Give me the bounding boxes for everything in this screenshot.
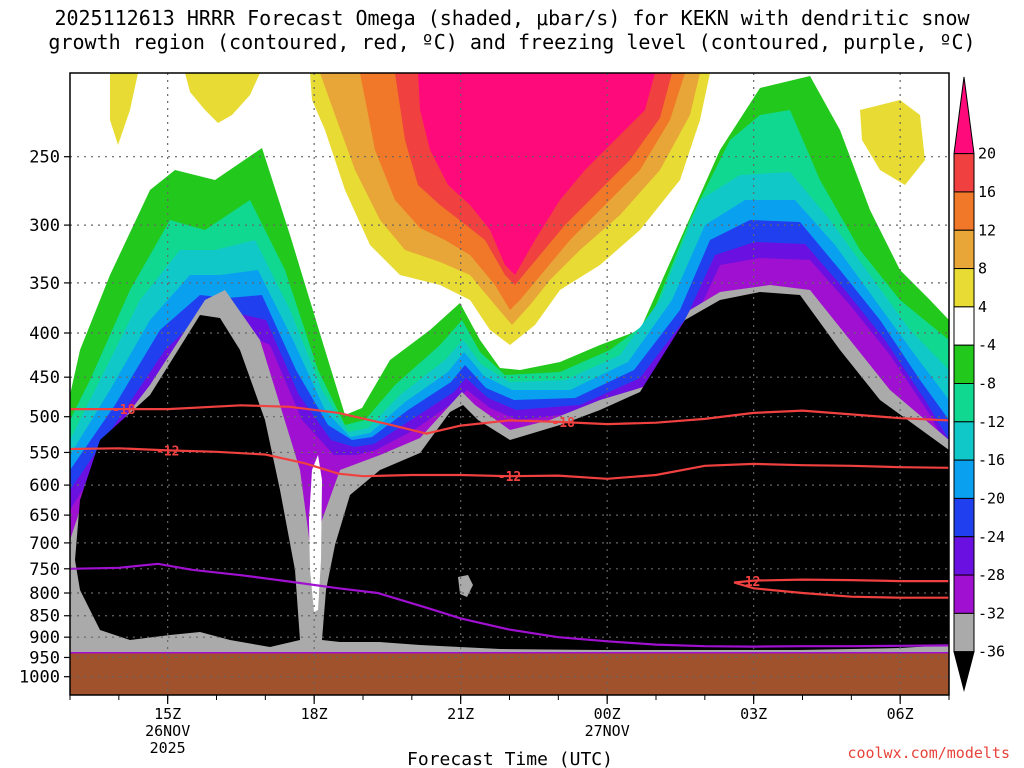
- colorbar-box-1: [953, 153, 975, 193]
- x-tick-label-00Z: 00Z: [594, 705, 621, 723]
- shade-core-left: [75, 315, 300, 647]
- colorbar-label-2: 12: [978, 221, 996, 239]
- y-axis: 2503003504004505005506006507007508008509…: [19, 148, 70, 688]
- colorbar-box-8: [953, 421, 975, 461]
- x-tick-label-06Z: 06Z: [887, 705, 914, 723]
- colorbar-top-arrow: [953, 76, 975, 155]
- grid-lines: [70, 73, 949, 695]
- y-tick-label-750: 750: [29, 560, 60, 580]
- contour-label-0-0: -18: [112, 403, 136, 418]
- contour-label-2-0: -12: [737, 575, 760, 590]
- x-tick-label-21Z: 21Z: [447, 705, 474, 723]
- x-tick-label-18Z: 18Z: [301, 705, 328, 723]
- ground-fill: [70, 653, 949, 695]
- colorbar-box-4: [953, 268, 975, 308]
- title-line-1: 2025112613 HRRR Forecast Omega (shaded, …: [54, 6, 970, 30]
- y-tick-label-950: 950: [29, 648, 60, 668]
- shade-plus4-cell3: [860, 100, 925, 185]
- title-line-2: growth region (contoured, red, ºC) and f…: [48, 30, 976, 54]
- y-tick-label-600: 600: [29, 476, 60, 496]
- colorbar-box-10: [953, 497, 975, 538]
- shade-plus4-cell1: [110, 73, 138, 145]
- x-tick-date-00Z: 27NOV: [585, 722, 630, 740]
- contour-line-1: [70, 447, 949, 480]
- source-credit: coolwx.com/modelts: [847, 744, 1010, 762]
- y-tick-label-700: 700: [29, 534, 60, 554]
- colorbar-box-2: [953, 191, 975, 231]
- colorbar-box-9: [953, 459, 975, 499]
- colorbar-label-8: -16: [978, 451, 1005, 469]
- colorbar-label-1: 16: [978, 183, 996, 201]
- y-tick-label-350: 350: [29, 274, 60, 294]
- shade-cell-21z: [458, 575, 473, 597]
- colorbar-label-13: -36: [978, 643, 1005, 661]
- colorbar-label-12: -32: [978, 604, 1005, 622]
- y-tick-label-800: 800: [29, 584, 60, 604]
- y-tick-label-400: 400: [29, 324, 60, 344]
- y-tick-label-900: 900: [29, 628, 60, 648]
- colorbar-label-5: -4: [978, 336, 996, 354]
- x-tick-date-15Z: 26NOV: [145, 722, 190, 740]
- contour-lines: -18 -18 -12 -12 -12: [70, 403, 949, 648]
- shade-plus20: [418, 73, 655, 275]
- contour-line-0: [70, 404, 949, 435]
- colorbar-label-0: 20: [978, 145, 996, 163]
- colorbar-box-3: [953, 229, 975, 270]
- contour-label-1-1: -12: [498, 470, 521, 485]
- colorbar-box-11: [953, 536, 975, 576]
- colorbar-label-3: 8: [978, 260, 987, 278]
- colorbar-label-4: 4: [978, 298, 987, 316]
- shade-gap-18z: [309, 455, 322, 612]
- colorbar: 20 16 12 8 4 -4 -8 -12 -16 -20 -24 -28 -32 -36: [953, 76, 1005, 692]
- contour-label-0-1: -18: [551, 416, 575, 431]
- y-tick-label-450: 450: [29, 368, 60, 388]
- x-axis-label: Forecast Time (UTC): [407, 749, 613, 768]
- contour-line-3: [70, 562, 949, 648]
- colorbar-label-7: -12: [978, 413, 1005, 431]
- colorbar-box-12: [953, 574, 975, 614]
- y-tick-label-250: 250: [29, 148, 60, 168]
- colorbar-box-5: [953, 306, 975, 346]
- x-tick-label-03Z: 03Z: [740, 705, 767, 723]
- y-tick-label-550: 550: [29, 443, 60, 463]
- shade-plus4-cell2: [185, 73, 260, 123]
- shade-core-right: [322, 292, 949, 650]
- colorbar-box-6: [953, 344, 975, 384]
- chart-title: 2025112613 HRRR Forecast Omega (shaded, …: [0, 6, 1024, 54]
- colorbar-box-7: [953, 383, 975, 423]
- colorbar-label-11: -28: [978, 566, 1005, 584]
- y-tick-label-500: 500: [29, 408, 60, 428]
- contour-label-1-0: -12: [156, 444, 179, 459]
- colorbar-label-9: -20: [978, 489, 1005, 507]
- x-tick-year-15Z: 2025: [150, 739, 186, 757]
- colorbar-bottom-arrow: [953, 651, 975, 692]
- x-tick-label-15Z: 15Z: [154, 705, 181, 723]
- y-tick-label-1000: 1000: [19, 668, 60, 688]
- y-tick-label-850: 850: [29, 607, 60, 627]
- colorbar-label-6: -8: [978, 375, 996, 393]
- colorbar-label-10: -24: [978, 528, 1005, 546]
- colorbar-box-13: [953, 612, 975, 653]
- omega-shading: [70, 73, 949, 695]
- y-tick-label-650: 650: [29, 506, 60, 526]
- y-tick-label-300: 300: [29, 216, 60, 236]
- contour-line-2: [733, 578, 949, 599]
